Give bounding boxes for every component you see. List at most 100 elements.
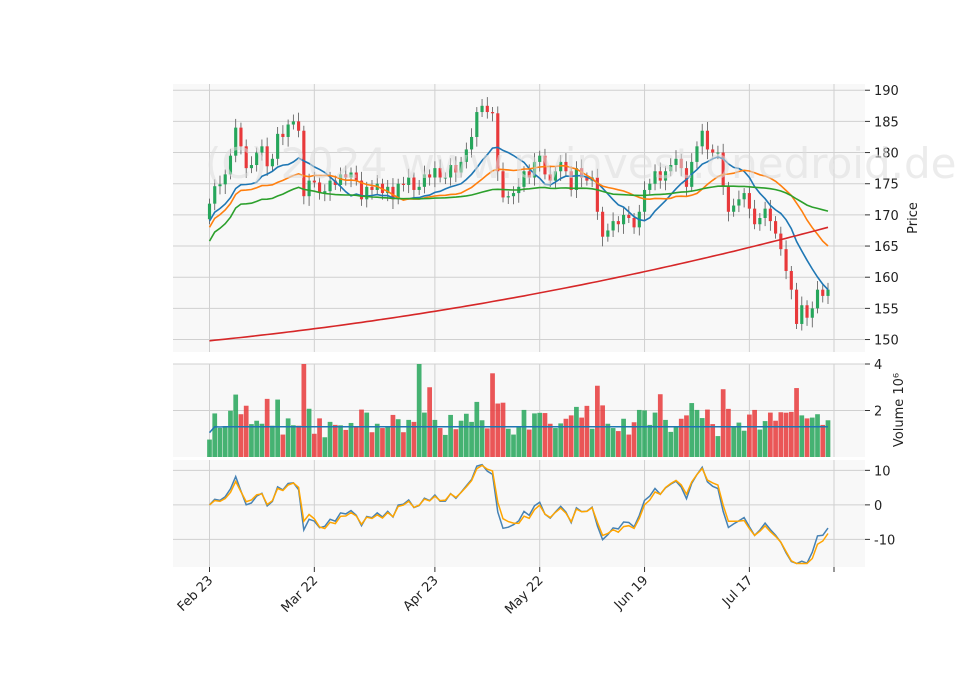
volume-bar: [694, 409, 700, 457]
candle: [653, 171, 657, 184]
volume-bar: [710, 424, 716, 457]
volume-bar: [673, 427, 679, 457]
volume-bar: [484, 428, 490, 457]
candle: [810, 308, 814, 318]
candle: [622, 214, 626, 225]
candle: [480, 105, 484, 113]
volume-bar: [783, 412, 789, 457]
volume-bar: [348, 422, 354, 457]
candle: [522, 171, 526, 187]
x-tick-label: Jun 19: [611, 573, 651, 613]
candle: [585, 177, 589, 181]
volume-bar: [479, 420, 485, 457]
volume-bar: [448, 414, 453, 457]
volume-bar: [311, 433, 317, 457]
volume-bar: [741, 430, 747, 457]
volume-bar: [715, 436, 721, 457]
candle: [501, 171, 505, 198]
x-tick-label: Jul 17: [719, 573, 756, 610]
volume-bar: [537, 412, 543, 457]
volume-bar: [511, 434, 516, 457]
candle: [538, 155, 542, 162]
volume-bar: [521, 409, 527, 457]
volume-bar: [799, 415, 805, 457]
candle: [433, 168, 437, 178]
oscillator-tick-label: -10: [874, 533, 895, 548]
candle: [249, 165, 254, 169]
volume-bar: [249, 424, 254, 457]
volume-bar: [542, 413, 548, 457]
candle: [642, 189, 647, 212]
volume-bar: [636, 409, 642, 457]
volume-bar: [684, 415, 689, 457]
candle: [422, 174, 426, 187]
candle: [737, 199, 741, 206]
volume-bar: [778, 412, 784, 457]
candle: [417, 186, 421, 190]
candle: [821, 289, 825, 296]
candle: [281, 133, 285, 137]
candle: [218, 184, 222, 187]
candle: [784, 249, 788, 271]
volume-bar: [699, 418, 705, 457]
candle: [265, 146, 269, 167]
volume-bar: [422, 412, 427, 457]
volume-bar: [416, 364, 422, 457]
candle: [601, 211, 605, 237]
price-tick-label: 180: [874, 147, 899, 162]
candle: [464, 149, 468, 162]
volume-bar: [291, 425, 296, 457]
volume-bar: [668, 431, 674, 457]
volume-bar: [626, 434, 632, 457]
price-axis-label: Price: [906, 202, 921, 234]
volume-tick-label: 2: [874, 405, 882, 420]
candle: [454, 165, 458, 173]
candle: [485, 105, 489, 113]
candle: [228, 155, 233, 175]
volume-bar: [427, 387, 433, 457]
volume-bar: [605, 423, 611, 457]
candle: [658, 171, 662, 181]
volume-bar: [364, 412, 370, 457]
candle: [344, 174, 348, 178]
candle: [438, 168, 442, 178]
volume-bar: [495, 403, 501, 457]
price-panel: 150 155 160 165 170 175 180 185 190: [173, 84, 899, 352]
candle: [606, 230, 610, 237]
candle: [323, 191, 327, 194]
candle: [407, 177, 411, 185]
volume-bar: [254, 420, 260, 457]
candle: [244, 146, 248, 169]
volume-bar: [222, 426, 228, 457]
volume-bar: [338, 425, 343, 457]
volume-bar: [270, 425, 275, 457]
volume-bar: [217, 427, 223, 457]
volume-bar: [532, 413, 537, 457]
volume-bar: [443, 434, 448, 457]
volume-bar: [432, 419, 438, 457]
candle: [391, 186, 395, 200]
volume-bar: [652, 412, 658, 457]
candle: [574, 168, 578, 190]
oscillator-line: [209, 464, 829, 565]
volume-bar: [615, 431, 621, 457]
volume-bar: [726, 408, 731, 457]
volume-bar: [747, 414, 752, 457]
candle: [475, 112, 479, 137]
candle: [370, 186, 374, 190]
candle: [794, 289, 799, 324]
candle: [732, 205, 736, 212]
volume-bar: [547, 423, 553, 457]
candle: [223, 174, 227, 185]
candle: [747, 193, 751, 209]
volume-bar: [579, 417, 585, 457]
volume-bar: [343, 429, 349, 457]
volume-bar: [505, 428, 511, 457]
volume-bar: [301, 364, 307, 457]
candle: [317, 182, 322, 194]
volume-axis-label: Volume 10⁶: [892, 373, 907, 447]
volume-bar: [804, 418, 810, 457]
volume-panel: 24: [173, 358, 882, 457]
candle: [548, 174, 552, 181]
candle: [559, 161, 563, 172]
